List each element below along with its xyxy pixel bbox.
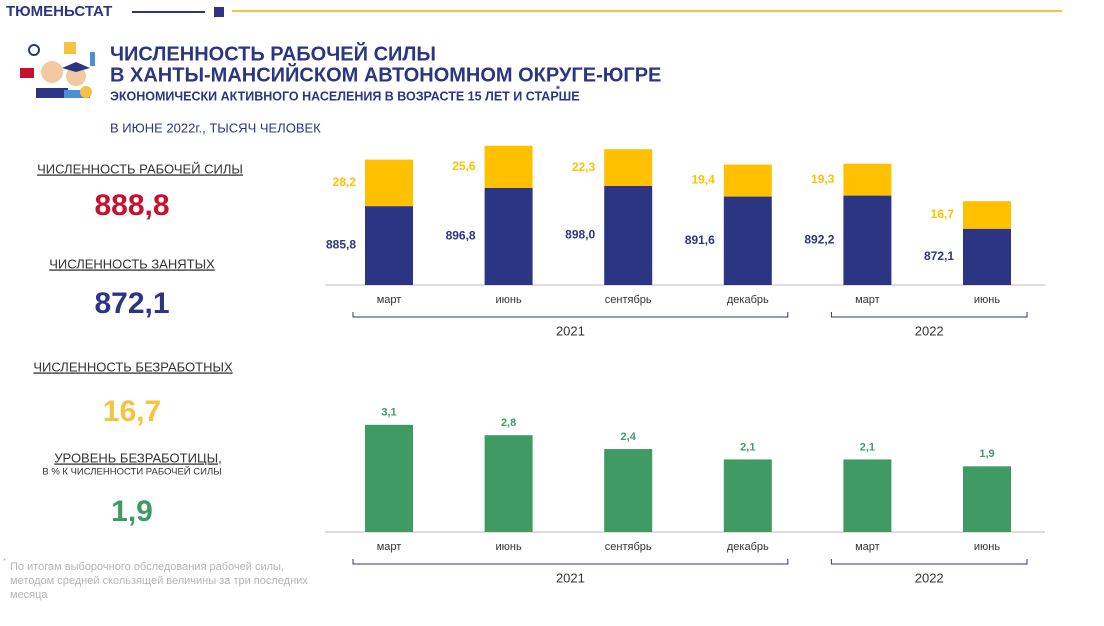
x-tick-label: июнь xyxy=(974,294,1000,306)
footnote-mark: * xyxy=(3,558,6,565)
value-label: 16,7 xyxy=(931,207,955,221)
bar-segment xyxy=(365,206,413,285)
indicator-value: 888,8 xyxy=(94,189,169,222)
x-tick-label: март xyxy=(855,541,880,553)
bar xyxy=(365,424,413,532)
bar-segment xyxy=(843,195,892,285)
footnote-box: По итогам выборочного обследования рабоч… xyxy=(10,561,308,601)
indicator-label: ЧИСЛЕННОСТЬ ЗАНЯТЫХ xyxy=(49,256,215,271)
indicator-label: ЧИСЛЕННОСТЬ РАБОЧЕЙ СИЛЫ xyxy=(37,161,243,176)
bar-segment xyxy=(484,145,533,188)
x-tick-label: сентябрь xyxy=(605,294,652,306)
indicator-value: 1,9 xyxy=(111,495,153,528)
value-label: 896,8 xyxy=(446,229,476,243)
bar-segment xyxy=(963,228,1011,285)
value-label: 2,1 xyxy=(740,441,755,453)
group-label: 2022 xyxy=(915,323,944,338)
bar-segment xyxy=(723,164,772,197)
value-label: 872,1 xyxy=(924,249,954,263)
indicator-value: 16,7 xyxy=(103,395,161,428)
title: В ХАНТЫ-МАНСИЙСКОМ АВТОНОМНОМ ОКРУГЕ-ЮГР… xyxy=(110,62,661,86)
bar xyxy=(604,449,653,532)
bar xyxy=(484,435,533,532)
bar-segment xyxy=(365,159,413,207)
bar-segment xyxy=(604,149,653,186)
title: ЧИСЛЕННОСТЬ РАБОЧЕЙ СИЛЫ xyxy=(110,41,436,65)
x-tick-label: март xyxy=(855,294,880,306)
value-label: 891,6 xyxy=(685,233,715,247)
value-label: 3,1 xyxy=(381,407,396,419)
x-tick-label: сентябрь xyxy=(605,541,652,553)
value-label: 2,8 xyxy=(501,417,516,429)
indicator-label: УРОВЕНЬ БЕЗРАБОТИЦЫ, xyxy=(54,450,221,465)
people-icon xyxy=(20,42,95,98)
group-label: 2022 xyxy=(915,570,944,585)
value-label: 22,3 xyxy=(572,160,596,174)
indicator-value: 872,1 xyxy=(94,287,169,320)
group-bracket xyxy=(830,559,1028,565)
group-bracket xyxy=(830,312,1028,318)
x-tick-label: июнь xyxy=(495,294,521,306)
value-label: 1,9 xyxy=(979,448,994,460)
bar-segment xyxy=(843,163,892,196)
indicator-label: ЧИСЛЕННОСТЬ БЕЗРАБОТНЫХ xyxy=(33,359,233,374)
group-bracket xyxy=(352,312,789,318)
value-label: 885,8 xyxy=(326,238,356,252)
group-label: 2021 xyxy=(556,323,585,338)
bar xyxy=(963,466,1011,532)
value-label: 2,4 xyxy=(621,431,637,443)
group-label: 2021 xyxy=(556,570,585,585)
bar-segment xyxy=(963,201,1011,229)
value-label: 2,1 xyxy=(860,441,875,453)
indicator-sublabel: в % к численности рабочей силы xyxy=(42,466,221,478)
asterisk: * xyxy=(556,85,560,96)
value-label: 25,6 xyxy=(452,159,476,173)
value-label: 19,4 xyxy=(691,173,715,187)
period: В ИЮНЕ 2022г., ТЫСЯЧ ЧЕЛОВЕК xyxy=(110,120,321,135)
bar-segment xyxy=(484,187,533,285)
value-label: 892,2 xyxy=(804,232,834,246)
bar-segment xyxy=(604,186,653,285)
x-tick-label: март xyxy=(377,541,402,553)
header-square xyxy=(214,7,224,17)
value-label: 28,2 xyxy=(333,175,357,189)
org-name: ТЮМЕНЬСТАТ xyxy=(6,3,112,20)
value-label: 898,0 xyxy=(565,228,595,242)
bar xyxy=(723,459,772,532)
x-tick-label: декабрь xyxy=(727,294,769,306)
x-tick-label: июнь xyxy=(495,541,521,553)
footnote: По итогам выборочного обследования рабоч… xyxy=(10,561,308,601)
subtitle: ЭКОНОМИЧЕСКИ АКТИВНОГО НАСЕЛЕНИЯ В ВОЗРА… xyxy=(110,89,580,103)
value-label: 19,3 xyxy=(811,172,835,186)
x-tick-label: июнь xyxy=(974,541,1000,553)
group-bracket xyxy=(352,559,789,565)
bar-segment xyxy=(723,196,772,285)
x-tick-label: март xyxy=(377,294,402,306)
x-tick-label: декабрь xyxy=(727,541,769,553)
bar xyxy=(843,459,892,532)
